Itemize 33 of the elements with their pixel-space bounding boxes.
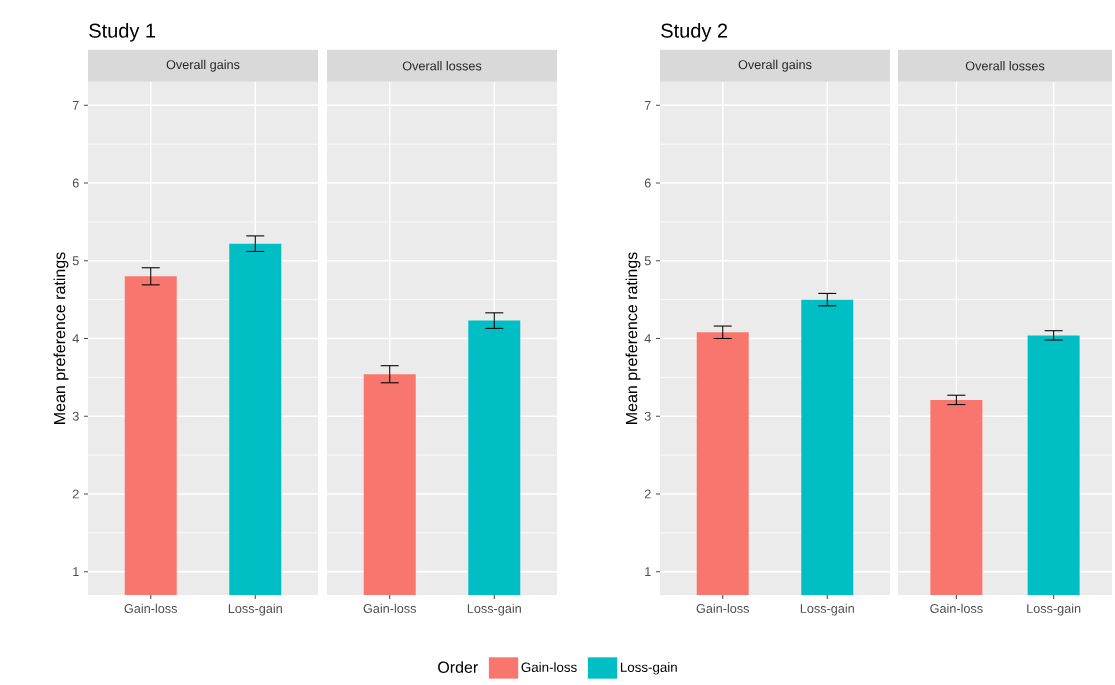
y-tick-label: 1 (645, 567, 651, 577)
y-tick-label: 5 (72, 256, 79, 266)
y-tick-label: 3 (644, 411, 651, 421)
y-tick-label: 4 (644, 334, 651, 343)
y-tick-label: 6 (72, 178, 79, 188)
y-tick-label: 2 (72, 489, 79, 499)
legend-title: Order (438, 661, 478, 673)
y-tick-label: 7 (72, 100, 79, 110)
chart-subtitle: Overall losses (402, 61, 482, 71)
chart-subtitle: Overall gains (738, 59, 812, 72)
y-tick-label: 7 (644, 100, 651, 110)
y-axis-title: Mean preference ratings (625, 252, 641, 424)
y-tick-label: 4 (72, 334, 79, 343)
x-tick-label: Gain-loss (696, 603, 750, 613)
chart-subtitle: Overall losses (965, 61, 1045, 71)
x-tick-label: Loss-gain (228, 603, 282, 616)
x-tick-label: Loss-gain (467, 603, 521, 616)
x-tick-label: Loss-gain (1027, 603, 1081, 616)
y-tick-label: 2 (644, 489, 651, 499)
legend-label: Gain-loss (521, 662, 577, 672)
x-tick-label: Loss-gain (800, 603, 854, 616)
chart-title: Study 2 (661, 23, 728, 42)
y-tick-label: 5 (644, 256, 651, 266)
x-tick-label: Gain-loss (930, 603, 983, 613)
y-tick-label: 6 (644, 178, 651, 188)
x-tick-label: Gain-loss (363, 603, 417, 613)
y-tick-label: 1 (73, 567, 79, 577)
y-axis-title: Mean preference ratings (53, 252, 69, 424)
x-tick-label: Gain-loss (124, 603, 178, 613)
legend-label: Loss-gain (620, 662, 677, 675)
chart-subtitle: Overall gains (166, 59, 240, 72)
y-tick-label: 3 (72, 411, 79, 421)
chart-title: Study 1 (89, 23, 156, 42)
